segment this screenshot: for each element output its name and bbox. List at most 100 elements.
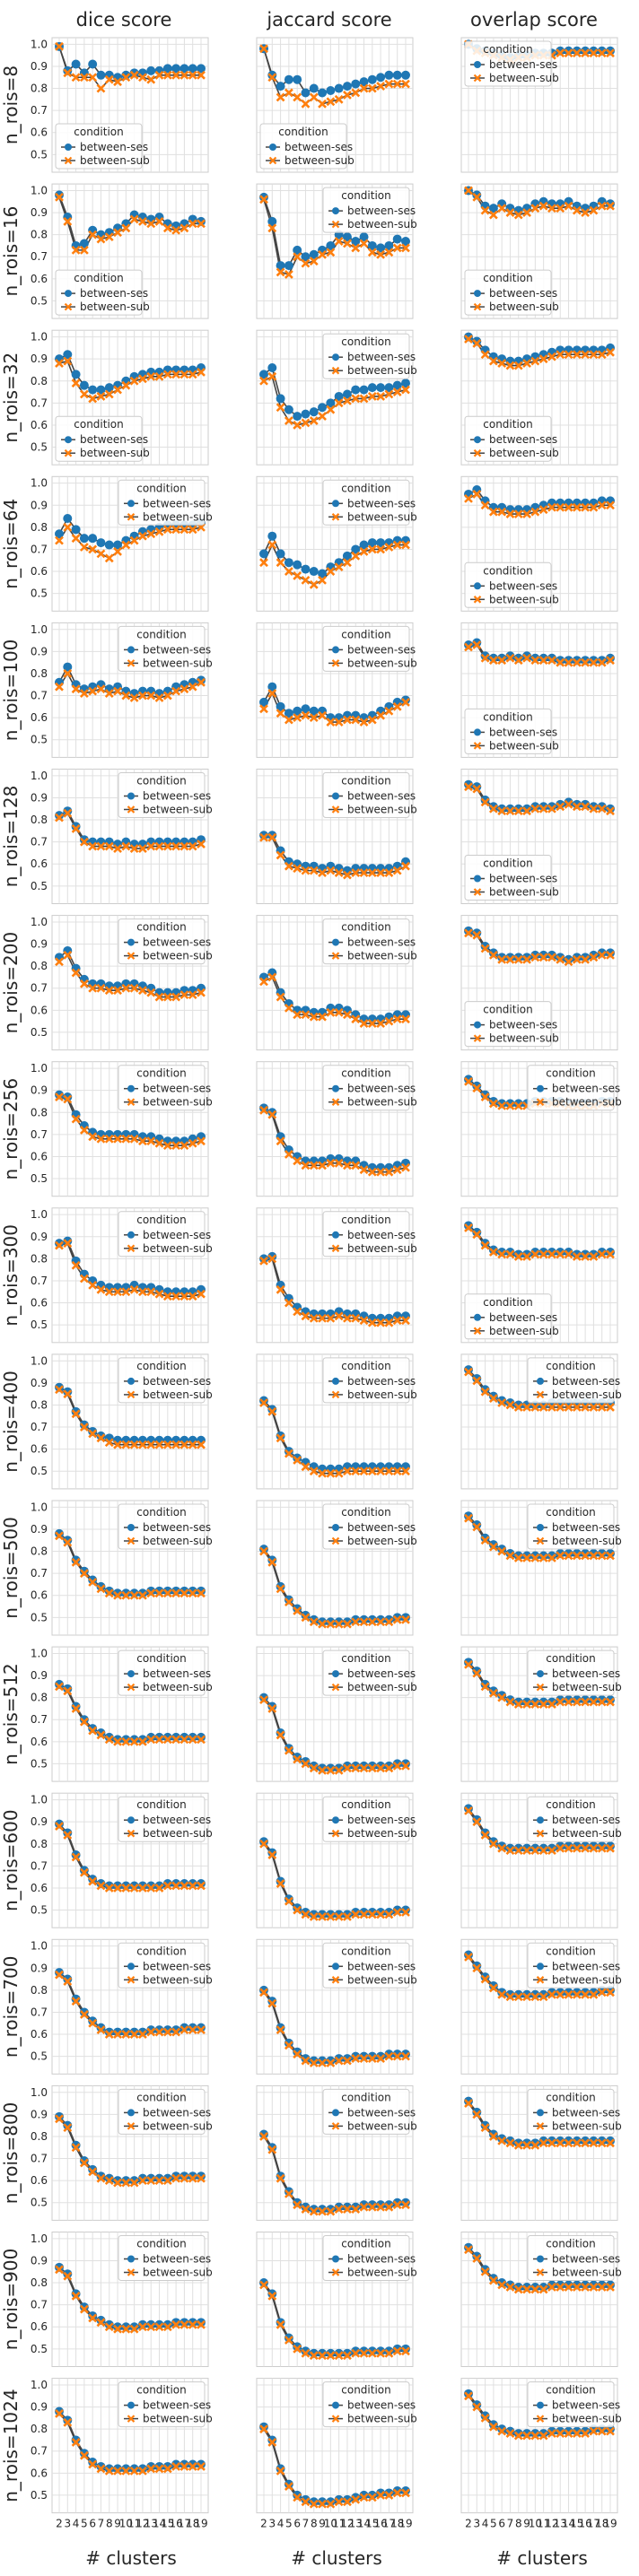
point-between-ses bbox=[63, 662, 73, 672]
legend-marker-between-sub bbox=[473, 888, 482, 896]
point-between-ses bbox=[71, 822, 81, 831]
point-between-sub bbox=[530, 1700, 540, 1709]
point-between-sub bbox=[513, 361, 523, 370]
point-between-ses bbox=[597, 948, 607, 958]
point-between-ses bbox=[564, 1247, 573, 1257]
point-between-sub bbox=[572, 48, 582, 58]
point-between-sub bbox=[581, 1843, 591, 1853]
point-between-ses bbox=[564, 2280, 573, 2290]
point-between-sub bbox=[55, 1682, 64, 1692]
point-between-sub bbox=[513, 954, 523, 964]
point-between-sub bbox=[359, 239, 369, 248]
point-between-sub bbox=[351, 2494, 361, 2504]
point-between-sub bbox=[597, 950, 607, 960]
point-between-sub bbox=[301, 1010, 311, 1020]
point-between-sub bbox=[267, 1254, 277, 1264]
legend-box bbox=[322, 2381, 410, 2428]
point-between-ses bbox=[488, 1391, 498, 1401]
legend-label-between-sub: between-sub bbox=[552, 1096, 622, 1109]
legend-title: condition bbox=[136, 628, 186, 640]
x-tick-label: 5 bbox=[285, 2518, 293, 2530]
point-between-ses bbox=[581, 953, 591, 962]
x-tick-label: 15 bbox=[365, 2518, 379, 2530]
point-between-sub bbox=[464, 2245, 473, 2255]
point-between-ses bbox=[55, 1819, 64, 1829]
point-between-sub bbox=[472, 1522, 482, 1532]
x-tick-label: 13 bbox=[144, 2518, 158, 2530]
point-between-sub bbox=[113, 2466, 122, 2476]
x-tick-label: 19 bbox=[398, 2518, 412, 2530]
legend-marker-between-sub bbox=[536, 2268, 545, 2276]
point-between-sub bbox=[179, 525, 189, 535]
point-between-sub bbox=[547, 656, 556, 666]
point-between-ses bbox=[63, 1684, 73, 1693]
point-between-sub bbox=[96, 83, 106, 93]
point-between-sub bbox=[88, 394, 98, 404]
row-label: n_rois=128 bbox=[0, 786, 22, 888]
point-between-sub bbox=[522, 1992, 531, 2002]
point-between-sub bbox=[497, 954, 507, 964]
point-between-sub bbox=[179, 1735, 189, 1745]
point-between-ses bbox=[505, 1549, 515, 1559]
point-between-sub bbox=[480, 2413, 490, 2423]
point-between-ses bbox=[538, 2282, 548, 2292]
legend-title: condition bbox=[278, 126, 328, 138]
point-between-ses bbox=[556, 656, 565, 666]
point-between-ses bbox=[96, 1581, 106, 1591]
x-tick-label: 12 bbox=[340, 2518, 354, 2530]
x-tick-label: 2 bbox=[260, 2518, 267, 2530]
legend-marker-between-ses bbox=[537, 1962, 544, 1971]
point-between-ses bbox=[342, 2054, 352, 2064]
y-tick-label: 1.0 bbox=[31, 1354, 48, 1367]
x-axis-label-dice: # clusters bbox=[85, 2547, 177, 2569]
point-between-ses bbox=[301, 1756, 311, 1766]
y-tick-label: 0.8 bbox=[31, 667, 48, 680]
point-between-ses bbox=[530, 2282, 540, 2292]
point-between-ses bbox=[188, 1879, 197, 1889]
point-between-ses bbox=[572, 656, 582, 666]
point-between-ses bbox=[538, 653, 548, 663]
point-between-ses bbox=[121, 2464, 131, 2474]
point-between-sub bbox=[179, 2462, 189, 2471]
point-between-sub bbox=[326, 248, 336, 257]
point-between-sub bbox=[138, 1440, 147, 1449]
point-between-sub bbox=[392, 1165, 402, 1175]
legend-marker-between-sub bbox=[127, 952, 136, 960]
point-between-ses bbox=[384, 2200, 394, 2210]
point-between-sub bbox=[343, 91, 352, 100]
point-between-sub bbox=[188, 841, 197, 851]
point-between-sub bbox=[276, 92, 285, 102]
point-between-sub bbox=[71, 534, 81, 544]
point-between-sub bbox=[55, 2265, 64, 2275]
point-between-ses bbox=[63, 2269, 73, 2279]
point-between-ses bbox=[276, 549, 285, 559]
y-tick-label: 1.0 bbox=[31, 770, 48, 782]
y-tick-label: 0.6 bbox=[31, 857, 48, 870]
x-tick-label: 10 bbox=[119, 2518, 133, 2530]
legend-label-between-sub: between-sub bbox=[552, 1973, 622, 1986]
point-between-ses bbox=[301, 88, 311, 98]
legend-label-between-ses: between-ses bbox=[347, 936, 416, 949]
point-between-sub bbox=[267, 371, 277, 381]
point-between-sub bbox=[55, 1970, 64, 1980]
legend-marker-between-sub bbox=[331, 1244, 340, 1253]
point-between-sub bbox=[96, 2173, 106, 2183]
point-between-ses bbox=[581, 1988, 591, 1997]
legend-label-between-sub: between-sub bbox=[489, 886, 559, 899]
point-between-sub bbox=[488, 1099, 498, 1109]
point-between-sub bbox=[351, 715, 361, 725]
legend-label-between-sub: between-sub bbox=[489, 300, 559, 313]
point-between-ses bbox=[334, 1910, 344, 1919]
point-between-sub bbox=[301, 2348, 311, 2358]
legend-label-between-ses: between-ses bbox=[489, 1311, 557, 1324]
point-between-ses bbox=[564, 1695, 573, 1705]
legend-box bbox=[527, 2088, 615, 2135]
legend-marker-between-sub bbox=[536, 1390, 545, 1399]
point-between-ses bbox=[572, 1988, 582, 1997]
point-between-sub bbox=[154, 216, 164, 226]
point-between-ses bbox=[581, 46, 591, 56]
point-between-sub bbox=[564, 1249, 573, 1259]
point-between-ses bbox=[55, 1090, 64, 1100]
legend-marker-between-ses bbox=[537, 1377, 544, 1385]
